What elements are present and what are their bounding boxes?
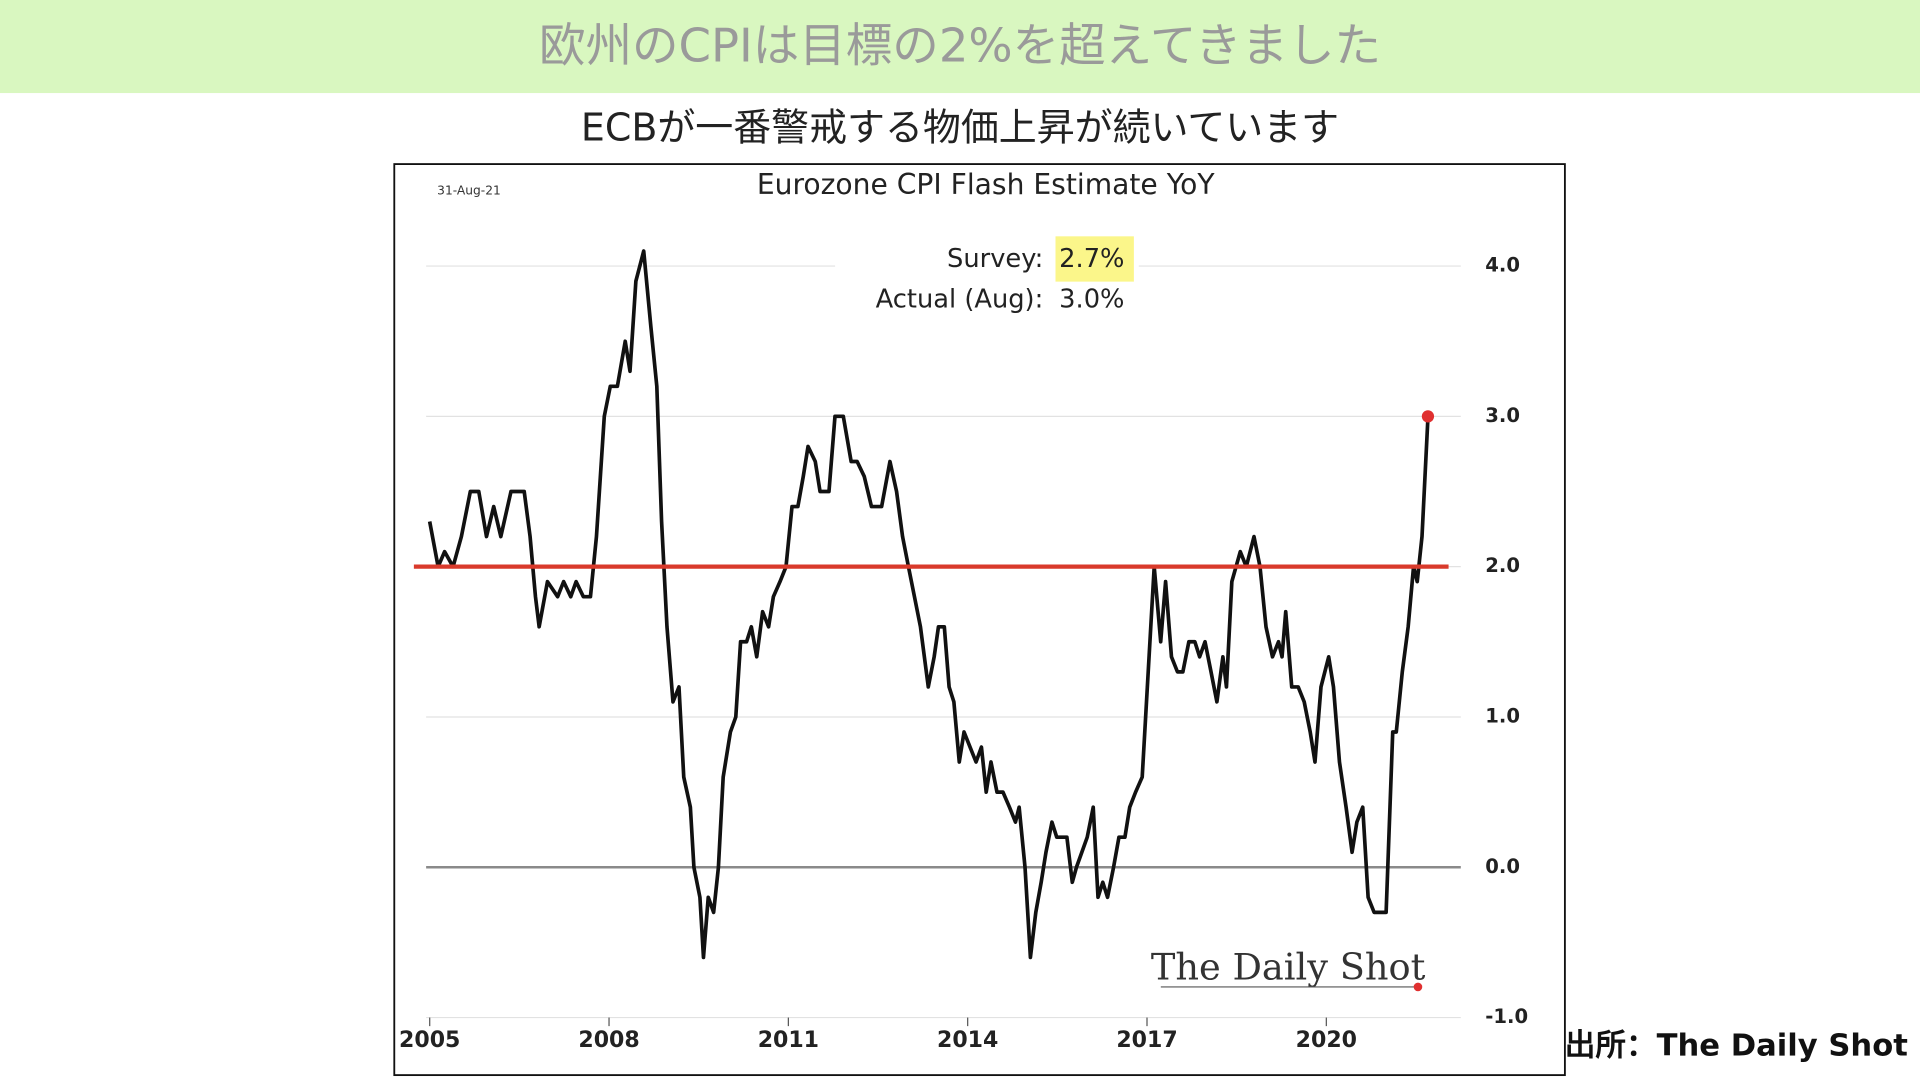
y-tick-label: 0.0 (1485, 855, 1520, 878)
source: 出所：The Daily Shot (1565, 1028, 1908, 1063)
last-point (1421, 410, 1435, 423)
y-tick-label: 3.0 (1485, 404, 1520, 427)
x-tick-label: 2011 (758, 1028, 819, 1053)
y-tick-label: 4.0 (1485, 254, 1520, 277)
x-tick-label: 2005 (399, 1028, 460, 1053)
watermark: The Daily Shot (1151, 945, 1426, 988)
cpi-line (427, 249, 1430, 960)
x-tick-label: 2020 (1296, 1028, 1357, 1053)
y-tick-label: 1.0 (1485, 704, 1520, 727)
x-tick-label: 2008 (578, 1028, 639, 1053)
x-tick-label: 2014 (937, 1028, 998, 1053)
slide-subtitle: ECBが一番警戒する物価上昇が続いています (581, 105, 1339, 149)
annotation-label: Survey: (947, 244, 1043, 274)
y-tick-label: -1.0 (1485, 1005, 1528, 1028)
header-band (0, 0, 1920, 94)
annotation-value: 3.0% (1059, 285, 1124, 315)
survey-highlight (1055, 236, 1134, 282)
slide-title: 欧州のCPIは目標の2%を超えてきました (539, 18, 1381, 72)
watermark-dot (1413, 982, 1423, 992)
x-tick-label: 2017 (1116, 1028, 1177, 1053)
y-tick-label: 2.0 (1485, 554, 1520, 577)
annotation-label: Actual (Aug): (876, 285, 1044, 315)
chart-date: 31-Aug-21 (437, 184, 501, 198)
chart-title: Eurozone CPI Flash Estimate YoY (757, 168, 1216, 201)
annotation-value: 2.7% (1059, 244, 1124, 274)
